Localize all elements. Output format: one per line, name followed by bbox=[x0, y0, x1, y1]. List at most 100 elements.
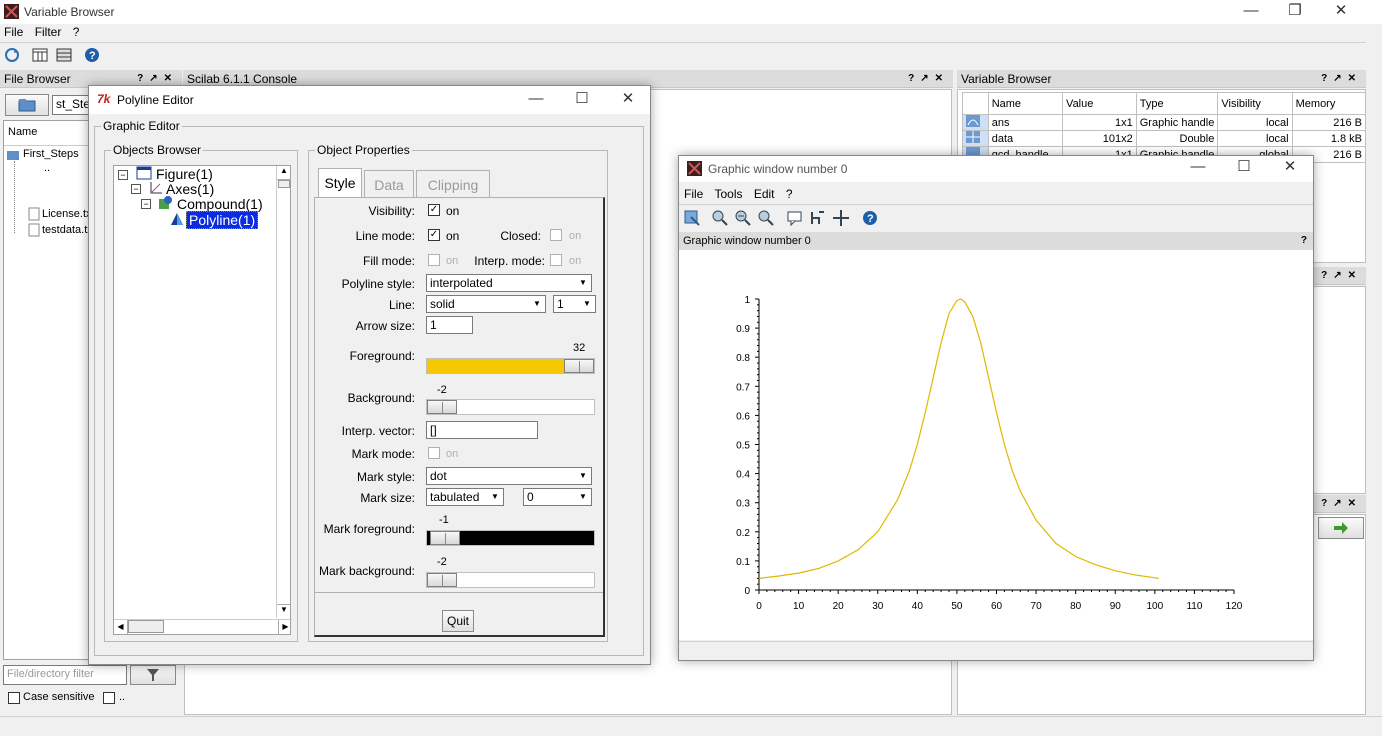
collapse-icon[interactable]: − bbox=[131, 184, 141, 194]
regexp-checkbox[interactable] bbox=[103, 692, 115, 704]
zoom-icon[interactable] bbox=[711, 209, 729, 227]
interp-vector-input[interactable]: [] bbox=[426, 421, 538, 439]
maximize-button[interactable]: ☐ bbox=[1237, 158, 1251, 175]
mark-style-select[interactable]: dot ▼ bbox=[426, 467, 592, 485]
line-mode-checkbox[interactable]: ✓ bbox=[428, 229, 440, 241]
menu-help[interactable]: ? bbox=[785, 187, 793, 201]
line-width-select[interactable]: 1 ▼ bbox=[553, 295, 596, 313]
edit-curve-icon[interactable] bbox=[809, 209, 827, 227]
table-row[interactable]: data 101x2 Double local 1.8 kB bbox=[962, 130, 1367, 147]
minimize-button[interactable]: — bbox=[1243, 2, 1259, 19]
panel-controls-icon[interactable]: ?↗✕ bbox=[908, 73, 949, 84]
minimize-button[interactable]: — bbox=[1190, 158, 1206, 175]
case-sensitive-checkbox[interactable] bbox=[8, 692, 20, 704]
figure-icon bbox=[136, 166, 152, 180]
mark-size-select[interactable]: 0 ▼ bbox=[523, 488, 592, 506]
next-news-button[interactable] bbox=[1318, 517, 1364, 539]
foreground-slider-thumb[interactable] bbox=[564, 359, 594, 373]
list-item[interactable]: testdata.txt bbox=[42, 224, 96, 236]
table-view-icon[interactable] bbox=[32, 47, 48, 63]
list-item[interactable]: .. bbox=[44, 162, 51, 174]
column-header-name[interactable]: Name bbox=[987, 92, 1064, 115]
axes-icon bbox=[150, 182, 162, 194]
panel-controls-icon[interactable]: ?↗✕ bbox=[1321, 73, 1362, 84]
y-tick-label: 0 bbox=[744, 586, 750, 597]
zoom-in-icon[interactable] bbox=[734, 209, 752, 227]
refresh-icon[interactable] bbox=[4, 47, 20, 63]
collapse-icon[interactable]: − bbox=[118, 170, 128, 180]
arrow-size-input[interactable]: 1 bbox=[426, 316, 473, 334]
polyline-style-select[interactable]: interpolated ▼ bbox=[426, 274, 592, 292]
rotate-icon[interactable] bbox=[832, 209, 850, 227]
close-button[interactable]: ✕ bbox=[1334, 2, 1348, 19]
table-row[interactable]: ans 1x1 Graphic handle local 216 B bbox=[962, 114, 1367, 131]
foreground-slider[interactable] bbox=[426, 358, 595, 374]
menu-filter[interactable]: Filter bbox=[34, 25, 62, 39]
tree-item-figure[interactable]: Figure(1) bbox=[156, 166, 213, 182]
collapse-icon[interactable]: − bbox=[141, 199, 151, 209]
panel-controls-icon[interactable]: ?↗✕ bbox=[137, 73, 178, 84]
visibility-checkbox[interactable]: ✓ bbox=[428, 204, 440, 216]
zoom-out-icon[interactable] bbox=[757, 209, 775, 227]
line-mode-label: Line mode: bbox=[355, 229, 415, 243]
closed-checkbox[interactable] bbox=[550, 229, 562, 241]
column-header-name[interactable]: Name bbox=[8, 126, 38, 138]
y-tick-label: 0.6 bbox=[736, 411, 750, 422]
menu-file[interactable]: File bbox=[684, 187, 704, 201]
tree-item-axes[interactable]: Axes(1) bbox=[166, 181, 215, 197]
mark-mode-checkbox[interactable] bbox=[428, 447, 440, 459]
help-icon[interactable]: ? bbox=[84, 47, 100, 63]
fill-mode-checkbox[interactable] bbox=[428, 254, 440, 266]
minimize-button[interactable]: — bbox=[528, 90, 544, 107]
restore-button[interactable]: ❐ bbox=[1288, 2, 1302, 19]
background-slider-thumb[interactable] bbox=[427, 400, 457, 414]
menu-edit[interactable]: Edit bbox=[753, 187, 775, 201]
background-label: Background: bbox=[347, 391, 415, 405]
help-icon[interactable]: ? bbox=[861, 209, 879, 227]
tab-clipping[interactable]: Clipping bbox=[416, 170, 490, 198]
tab-style[interactable]: Style bbox=[318, 168, 362, 198]
panel-controls-icon[interactable]: ?↗✕ bbox=[1321, 498, 1362, 509]
interp-mode-checkbox[interactable] bbox=[550, 254, 562, 266]
dock-help-icon[interactable]: ? bbox=[1300, 235, 1307, 246]
vertical-scrollbar[interactable]: ▲ ▼ bbox=[276, 166, 291, 618]
plot-canvas[interactable]: 0 10 20 30 40 50 60 70 80 90 100 110 120 0 0.1 0.2 0.3 0.… bbox=[679, 250, 1313, 640]
column-header-memory[interactable]: Memory bbox=[1291, 92, 1367, 115]
close-button[interactable]: ✕ bbox=[621, 90, 635, 107]
filter-button[interactable] bbox=[130, 665, 176, 685]
menu-file[interactable]: File bbox=[4, 25, 24, 39]
column-header-value[interactable]: Value bbox=[1062, 92, 1137, 115]
tree-item-polyline[interactable]: Polyline(1) bbox=[186, 211, 259, 229]
panel-controls-icon[interactable]: ?↗✕ bbox=[1321, 270, 1362, 281]
list-item[interactable]: First_Steps bbox=[23, 148, 79, 160]
list-item[interactable]: License.txt bbox=[42, 208, 95, 220]
browse-folder-button[interactable] bbox=[5, 94, 49, 116]
line-label: Line: bbox=[388, 298, 415, 312]
mark-size-unit-select[interactable]: tabulated ▼ bbox=[426, 488, 504, 506]
tab-data[interactable]: Data bbox=[364, 170, 414, 198]
mark-foreground-slider[interactable] bbox=[426, 530, 595, 546]
chevron-down-icon: ▼ bbox=[491, 492, 499, 501]
interp-mode-on-label: on bbox=[569, 255, 582, 267]
file-icon bbox=[28, 223, 40, 237]
mark-background-slider-thumb[interactable] bbox=[427, 573, 457, 587]
dock-icon[interactable] bbox=[683, 209, 701, 227]
column-header-type[interactable]: Type bbox=[1135, 92, 1219, 115]
mark-foreground-slider-thumb[interactable] bbox=[430, 531, 460, 545]
menu-help[interactable]: ? bbox=[72, 25, 80, 39]
variable-browser-header: Variable Browser ?↗✕ bbox=[957, 70, 1366, 88]
background-slider[interactable] bbox=[426, 399, 595, 415]
menu-tools[interactable]: Tools bbox=[714, 187, 743, 201]
filter-grid-icon[interactable] bbox=[56, 47, 72, 63]
quit-button[interactable]: Quit bbox=[442, 610, 474, 632]
horizontal-scrollbar[interactable]: ◀ ▶ bbox=[114, 619, 292, 634]
mark-background-slider[interactable] bbox=[426, 572, 595, 588]
column-header-visibility[interactable]: Visibility bbox=[1217, 92, 1293, 115]
datatip-icon[interactable] bbox=[786, 209, 804, 227]
tree-item-compound[interactable]: Compound(1) bbox=[177, 196, 263, 212]
file-filter-input[interactable]: File/directory filter bbox=[3, 665, 127, 685]
line-style-select[interactable]: solid ▼ bbox=[426, 295, 546, 313]
close-button[interactable]: ✕ bbox=[1283, 158, 1297, 175]
path-field[interactable]: st_Steps bbox=[52, 95, 92, 115]
maximize-button[interactable]: ☐ bbox=[575, 90, 589, 107]
